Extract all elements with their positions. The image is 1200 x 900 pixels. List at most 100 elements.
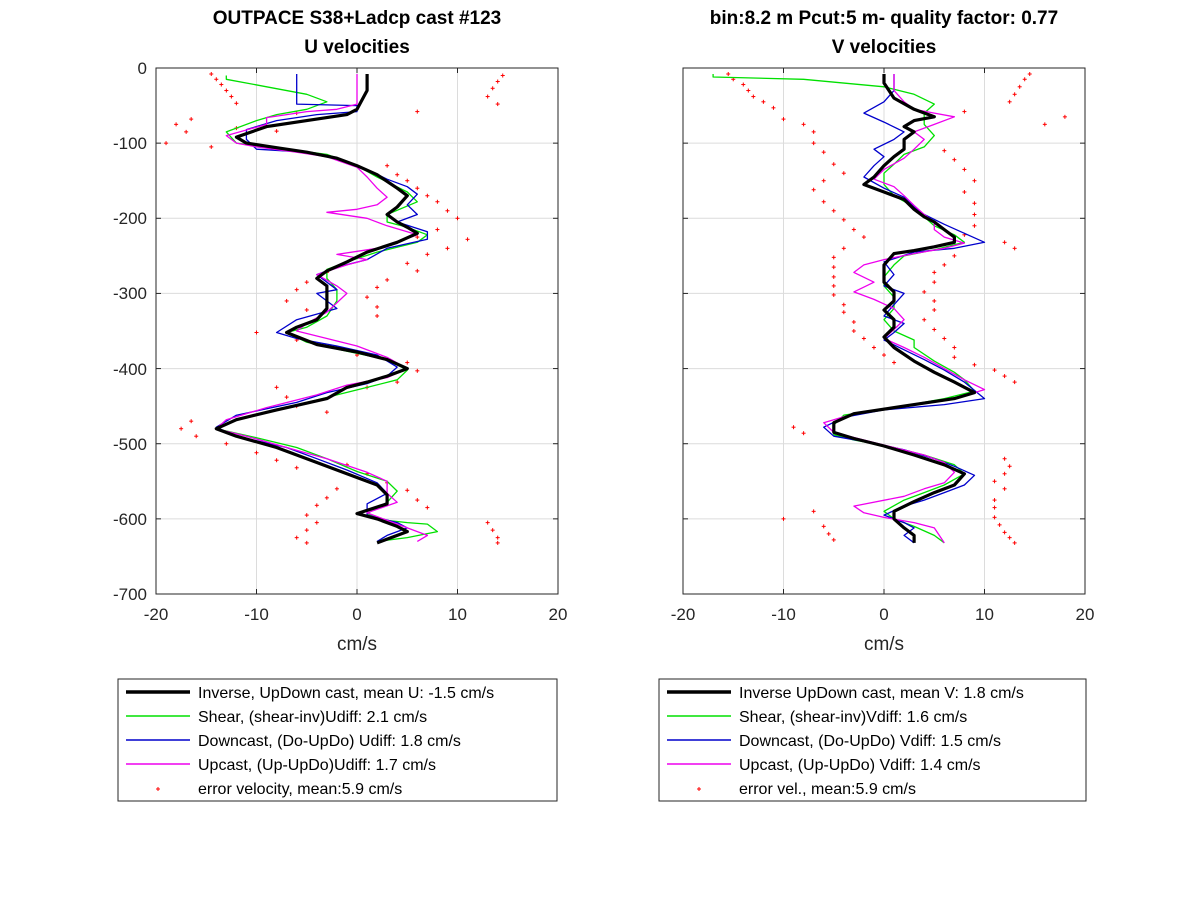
u-error-velocity-point xyxy=(375,285,380,290)
v-legend: Inverse UpDown cast, mean V: 1.8 cm/s Sh… xyxy=(658,678,1087,802)
u-error-velocity-point xyxy=(314,503,319,508)
u-upcast-series-line xyxy=(215,74,429,542)
u-error-velocity-point xyxy=(284,395,289,400)
u-error-velocity-point xyxy=(214,77,219,82)
v-x-tick-label: -10 xyxy=(771,605,796,624)
v-error-velocity-point xyxy=(942,148,947,153)
v-error-velocity-point xyxy=(972,362,977,367)
v-error-velocity-point xyxy=(751,94,756,99)
v-error-velocity-point xyxy=(992,505,997,510)
u-error-velocity-point xyxy=(425,252,430,257)
v-error-velocity-point xyxy=(781,117,786,122)
v-error-velocity-point xyxy=(1002,456,1007,461)
u-error-velocity-point xyxy=(274,385,279,390)
v-error-velocity-point xyxy=(1007,99,1012,104)
u-y-tick-label: 0 xyxy=(138,59,147,78)
v-error-velocity-point xyxy=(821,178,826,183)
v-error-velocity-point xyxy=(801,431,806,436)
v-error-velocity-point xyxy=(781,516,786,521)
u-ticks xyxy=(155,67,559,595)
v-error-velocity-point xyxy=(811,187,816,192)
u-error-velocity-point xyxy=(229,94,234,99)
v-legend-label: Shear, (shear-inv)Vdiff: 1.6 cm/s xyxy=(739,709,967,726)
u-error-velocity-point xyxy=(324,495,329,500)
v-error-velocity-point xyxy=(1007,464,1012,469)
v-error-velocity-point xyxy=(922,317,927,322)
u-velocity-panel: OUTPACE S38+Ladcp cast #123 U velocities… xyxy=(113,8,567,802)
u-error-velocity-point xyxy=(375,304,380,309)
u-error-velocity-point xyxy=(465,237,470,242)
u-error-velocity-point xyxy=(385,277,390,282)
v-error-velocity-point xyxy=(831,537,836,542)
v-error-velocity-point xyxy=(952,355,957,360)
u-y-tick-label: -400 xyxy=(113,360,147,379)
v-error-velocity-point xyxy=(811,129,816,134)
v-error-velocity-point xyxy=(932,280,937,285)
u-error-velocity-point xyxy=(495,535,500,540)
u-error-velocity-point xyxy=(179,426,184,431)
u-chart-title: OUTPACE S38+Ladcp cast #123 xyxy=(213,8,501,29)
u-error-velocity-point xyxy=(395,172,400,177)
u-inverse-series-line xyxy=(214,74,419,545)
v-error-velocity-point xyxy=(882,353,886,358)
u-legend-label: Upcast, (Up-UpDo)Udiff: 1.7 cm/s xyxy=(198,757,436,774)
v-error-velocity-point xyxy=(997,522,1002,527)
v-error-velocity-point xyxy=(1002,471,1007,476)
v-error-velocity-point xyxy=(1027,72,1032,77)
u-error-velocity-point xyxy=(415,268,420,273)
v-error-velocity-point xyxy=(942,336,947,341)
u-x-axis-label: cm/s xyxy=(337,634,377,655)
u-error-velocity-point xyxy=(490,86,495,91)
v-error-velocity-point xyxy=(831,162,836,167)
v-error-velocity-point xyxy=(1062,114,1067,119)
u-chart-subtitle: U velocities xyxy=(304,37,410,58)
v-legend-label: Upcast, (Up-UpDo) Vdiff: 1.4 cm/s xyxy=(739,757,981,774)
v-x-axis-label: cm/s xyxy=(864,634,904,655)
v-error-velocity-point xyxy=(741,82,746,87)
v-error-velocity-point xyxy=(1007,535,1012,540)
u-error-velocity-point xyxy=(209,72,214,77)
u-error-velocity-point xyxy=(485,94,490,99)
u-x-tick-label: 10 xyxy=(448,605,467,624)
u-error-velocity-point xyxy=(294,287,299,292)
u-error-velocity-point xyxy=(395,380,400,385)
u-error-velocity-point xyxy=(304,280,309,285)
v-error-velocity-point xyxy=(811,141,816,146)
u-error-velocity-point xyxy=(375,313,380,318)
v-downcast-series-line xyxy=(823,74,986,544)
v-error-velocity-point xyxy=(972,212,977,217)
v-error-velocity-point xyxy=(932,298,937,303)
u-error-velocity-point xyxy=(405,360,410,365)
v-error-velocity-point xyxy=(826,531,831,536)
v-error-velocity-point xyxy=(1012,540,1017,545)
v-error-velocity-point xyxy=(1012,246,1017,251)
u-error-velocity-point xyxy=(500,73,505,78)
v-legend-label: Downcast, (Do-UpDo) Vdiff: 1.5 cm/s xyxy=(739,733,1001,750)
v-error-velocity-point xyxy=(952,253,957,258)
u-error-velocity-point xyxy=(274,458,279,463)
u-error-velocity-point xyxy=(189,419,194,424)
v-error-velocity-point xyxy=(841,171,846,176)
u-grid xyxy=(156,68,558,594)
v-error-velocity-point xyxy=(932,307,937,312)
v-velocity-panel: bin:8.2 m Pcut:5 m- quality factor: 0.77… xyxy=(658,8,1094,802)
v-error-velocity-point xyxy=(821,524,826,529)
u-error-velocity-point xyxy=(495,102,500,107)
v-error-velocity-point xyxy=(841,310,846,315)
v-error-velocity-point xyxy=(1042,122,1047,127)
u-error-velocity-point xyxy=(234,101,239,106)
u-error-velocity-point xyxy=(425,193,430,198)
v-ticks xyxy=(682,67,1086,595)
u-error-velocity-point xyxy=(189,117,194,122)
u-error-velocity-point xyxy=(174,122,179,127)
v-error-velocity-point xyxy=(821,199,826,204)
v-inverse-series-line xyxy=(832,74,977,543)
u-legend-label: Shear, (shear-inv)Udiff: 2.1 cm/s xyxy=(198,709,427,726)
v-error-velocity-point xyxy=(1012,92,1017,97)
u-legend: Inverse, UpDown cast, mean U: -1.5 cm/s … xyxy=(117,678,558,802)
u-y-tick-label: -700 xyxy=(113,585,147,604)
u-error-velocity-point xyxy=(405,178,410,183)
v-error-velocity-point xyxy=(771,105,776,110)
v-error-velocity-point xyxy=(791,425,796,430)
u-error-velocity-point xyxy=(415,235,420,240)
